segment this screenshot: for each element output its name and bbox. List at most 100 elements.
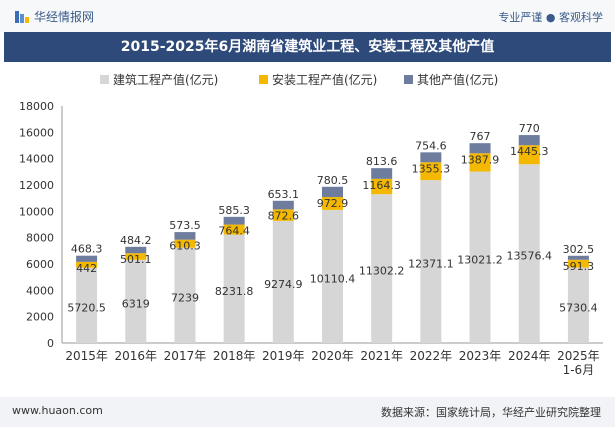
data-label-other-8: 767 bbox=[470, 130, 491, 143]
data-label-construction-9: 13576.4 bbox=[506, 250, 552, 263]
bar-2-5 bbox=[322, 186, 343, 198]
data-label-installation-2: 610.3 bbox=[169, 240, 201, 253]
bar-1-6 bbox=[371, 178, 393, 195]
data-label-installation-9: 1445.3 bbox=[510, 145, 549, 158]
website-link[interactable]: www.huaon.com bbox=[12, 404, 103, 417]
y-tick-label-2: 4000 bbox=[26, 284, 54, 297]
bar-0-3 bbox=[223, 234, 245, 343]
data-label-installation-0: 442 bbox=[76, 262, 97, 275]
y-tick-label-3: 6000 bbox=[26, 258, 54, 271]
data-label-other-3: 585.3 bbox=[218, 204, 250, 217]
data-label-other-0: 468.3 bbox=[71, 243, 103, 256]
y-tick-label-9: 18000 bbox=[19, 100, 54, 113]
stacked-bar-chart: 建筑工程产值(亿元) 安装工程产值(亿元) 其他产值(亿元) 0 2000 4000 600… bbox=[19, 72, 603, 377]
brand-name: 华经情报网 bbox=[34, 10, 95, 24]
data-label-construction-7: 12371.1 bbox=[408, 258, 454, 271]
y-tick-label-8: 16000 bbox=[19, 126, 54, 139]
bar-0-9 bbox=[518, 164, 540, 343]
x-tick-label-2: 2017年 bbox=[164, 349, 207, 363]
data-label-other-9: 770 bbox=[519, 122, 540, 135]
data-label-other-10: 302.5 bbox=[563, 243, 595, 256]
data-label-other-2: 573.5 bbox=[169, 219, 201, 232]
data-label-other-6: 813.6 bbox=[366, 155, 398, 168]
legend-swatch-0 bbox=[100, 75, 109, 84]
bar-2-4 bbox=[272, 200, 294, 210]
bar-0-4 bbox=[272, 220, 294, 343]
x-tick-label-5: 2020年 bbox=[311, 349, 354, 363]
data-label-installation-1: 501.1 bbox=[120, 253, 152, 266]
footer: www.huaon.com 数据来源：国家统计局，华经产业研究院整理 bbox=[0, 397, 615, 427]
data-label-installation-7: 1355.3 bbox=[412, 162, 451, 175]
data-label-installation-5: 972.9 bbox=[317, 197, 349, 210]
data-label-other-1: 484.2 bbox=[120, 234, 152, 247]
data-label-installation-3: 764.4 bbox=[218, 225, 250, 238]
x-tick-label-10-line2: 1-6月 bbox=[563, 363, 595, 377]
bar-0-1 bbox=[125, 259, 147, 343]
huajing-logo-icon bbox=[15, 10, 29, 23]
data-label-other-7: 754.6 bbox=[415, 139, 447, 152]
bar-1-0 bbox=[76, 261, 98, 268]
legend-label-0: 建筑工程产值(亿元) bbox=[113, 72, 218, 87]
data-label-construction-6: 11302.2 bbox=[359, 265, 405, 278]
y-tick-label-1: 2000 bbox=[26, 311, 54, 324]
data-label-construction-8: 13021.2 bbox=[457, 253, 503, 266]
data-label-other-5: 780.5 bbox=[317, 174, 349, 187]
bar-2-3 bbox=[223, 216, 245, 225]
tagline: 专业严谨 ● 客观科学 bbox=[498, 11, 603, 24]
brand: 华经情报网 bbox=[14, 8, 94, 25]
bar-0-5 bbox=[322, 209, 343, 343]
bar-2-0 bbox=[76, 255, 98, 262]
bar-2-10 bbox=[567, 255, 589, 260]
x-tick-label-6: 2021年 bbox=[360, 349, 403, 363]
bar-0-10 bbox=[567, 267, 589, 343]
bar-1-7 bbox=[420, 162, 442, 181]
bar-2-8 bbox=[469, 143, 491, 154]
y-tick-label-0: 0 bbox=[47, 337, 54, 350]
data-source: 数据来源：国家统计局，华经产业研究院整理 bbox=[381, 406, 601, 419]
bar-0-0 bbox=[76, 267, 98, 343]
bar-0-2 bbox=[174, 247, 196, 343]
legend-swatch-1 bbox=[259, 75, 268, 84]
bar-0-8 bbox=[469, 171, 491, 343]
data-label-construction-1: 6319 bbox=[122, 297, 150, 310]
data-label-construction-5: 10110.4 bbox=[310, 272, 356, 285]
legend-label-1: 安装工程产值(亿元) bbox=[272, 72, 377, 87]
x-tick-label-0: 2015年 bbox=[65, 349, 108, 363]
data-label-installation-8: 1387.9 bbox=[461, 153, 500, 166]
chart-title: 2015-2025年6月湖南省建筑业工程、安装工程及其他产值 bbox=[4, 32, 611, 62]
legend-swatch-2 bbox=[404, 75, 413, 84]
x-tick-label-3: 2018年 bbox=[213, 349, 256, 363]
data-label-construction-10: 5730.4 bbox=[559, 301, 598, 314]
data-label-other-4: 653.1 bbox=[268, 188, 300, 201]
data-label-construction-2: 7239 bbox=[171, 291, 199, 304]
bar-1-5 bbox=[322, 197, 343, 210]
y-tick-label-4: 8000 bbox=[26, 232, 54, 245]
bar-1-3 bbox=[223, 224, 245, 235]
x-tick-label-7: 2022年 bbox=[410, 349, 453, 363]
data-label-construction-0: 5720.5 bbox=[67, 301, 106, 314]
bar-2-1 bbox=[125, 246, 147, 254]
bar-1-10 bbox=[567, 259, 589, 268]
data-label-construction-3: 8231.8 bbox=[215, 285, 254, 298]
x-tick-label-9: 2024年 bbox=[508, 349, 551, 363]
bar-1-8 bbox=[469, 153, 491, 172]
x-tick-label-8: 2023年 bbox=[459, 349, 502, 363]
y-tick-label-7: 14000 bbox=[19, 153, 54, 166]
y-tick-label-6: 12000 bbox=[19, 179, 54, 192]
data-label-installation-10: 591.3 bbox=[563, 260, 595, 273]
bar-2-2 bbox=[174, 232, 196, 240]
y-tick-label-5: 10000 bbox=[19, 205, 54, 218]
bar-0-6 bbox=[371, 194, 393, 343]
bar-1-1 bbox=[125, 253, 147, 260]
x-tick-label-10: 2025年 bbox=[557, 349, 600, 363]
bar-0-7 bbox=[420, 180, 442, 343]
data-label-construction-4: 9274.9 bbox=[264, 278, 303, 291]
x-tick-label-1: 2016年 bbox=[114, 349, 157, 363]
bar-1-2 bbox=[174, 239, 196, 248]
legend-label-2: 其他产值(亿元) bbox=[417, 72, 498, 87]
bar-1-4 bbox=[272, 209, 294, 221]
data-label-installation-4: 872.6 bbox=[268, 209, 300, 222]
x-tick-label-4: 2019年 bbox=[262, 349, 305, 363]
bar-1-9 bbox=[518, 145, 540, 165]
bar-2-7 bbox=[420, 152, 442, 163]
